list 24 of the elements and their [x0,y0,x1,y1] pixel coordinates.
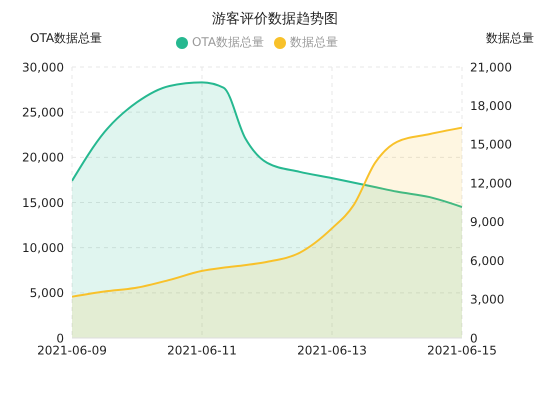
y-tick-label: 30,000 [22,60,64,74]
chart-title: 游客评价数据趋势图 [211,10,339,28]
y-tick-label: 25,000 [22,105,64,120]
x-tick-label: 2021-06-11 [167,344,237,358]
y2-tick-label: 18,000 [470,98,512,113]
y2-tick-label: 6,000 [470,254,504,268]
y-tick-label: 15,000 [22,196,64,210]
legend-label: OTA数据总量 [192,35,264,49]
legend-label: 数据总量 [290,35,338,49]
y-axis-title: OTA数据总量 [30,30,102,47]
y-tick-label: 10,000 [22,240,64,255]
y-tick-label: 5,000 [30,286,64,300]
y2-tick-label: 0 [470,331,478,346]
y-tick-label: 20,000 [22,150,64,165]
y2-axis-title: 数据总量 [486,30,534,47]
x-tick-label: 2021-06-13 [297,344,367,358]
y2-tick-label: 21,000 [470,60,512,74]
y-tick-label: 0 [56,331,64,346]
y2-tick-label: 15,000 [470,138,512,152]
y2-tick-label: 9,000 [470,215,504,230]
y2-tick-label: 3,000 [470,292,504,307]
x-tick-label: 2021-06-15 [427,344,497,358]
x-tick-label: 2021-06-09 [37,344,107,358]
y2-tick-label: 12,000 [470,176,512,190]
